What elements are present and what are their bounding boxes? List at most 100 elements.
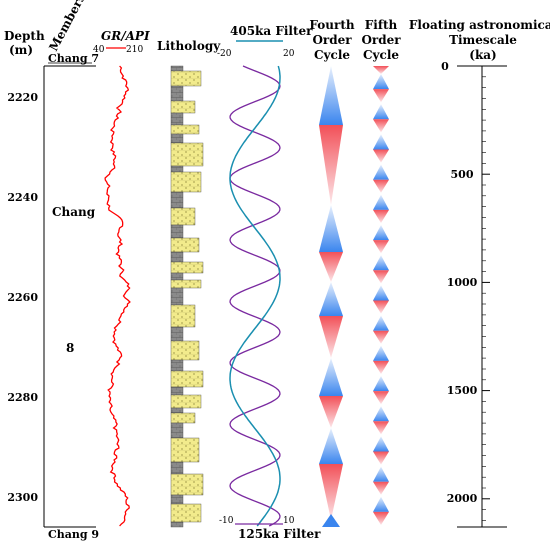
member-chang8-name: Chang [52,205,96,219]
fifth-order-cycle-upper [373,496,389,512]
sandstone-layer [170,304,196,328]
fifth-order-cycle-lower [373,511,389,525]
depth-header: Depth [4,29,45,43]
gr-max-label: 210 [126,45,143,55]
filter405-max-label: 20 [283,49,295,59]
sandstone-layer [170,503,202,523]
timescale-label-500: 500 [451,168,474,181]
lithology-column [170,65,204,528]
fifth-order-cycle-lower [373,481,389,495]
fifth-order-cycle-upper [373,315,389,331]
fifth-order-cycle-lower [373,330,389,344]
mudstone-layer [170,494,184,505]
mudstone-layer [170,165,184,173]
timescale-ticks [482,65,490,521]
sandstone-layer [170,412,196,424]
fourth-order-cycle-upper [319,205,343,252]
filter125-curve [229,65,281,527]
mudstone-layer [170,191,184,209]
depth-tick-2300: 2300 [7,491,38,504]
fifth-order-cycle-upper [373,376,389,392]
sandstone-layer [170,237,200,253]
mudstone-layer [170,386,184,396]
fifth-order-cycle-upper [373,345,389,361]
filter405-curve [229,65,281,527]
member-chang9: Chang 9 [48,528,99,541]
sandstone-layer [170,207,196,226]
member-chang7: Chang 7 [48,52,99,65]
timescale-label-0: 0 [441,60,449,73]
member-chang8-number: 8 [66,341,74,355]
mudstone-layer [170,407,184,414]
sandstone-layer [170,261,204,274]
fourth-order-cycle-partial [322,514,340,527]
fourth-order-cycle-lower [319,125,343,205]
mudstone-layer [170,112,184,126]
filter125-max-label: 10 [283,516,295,526]
timescale-label-2000: 2000 [447,492,478,505]
gr-curve-group [104,65,131,527]
sandstone-layer [170,340,200,361]
mudstone-layer [170,287,184,306]
sandstone-layer [170,370,204,388]
sandstone-layer [170,171,202,193]
fifth-order-cycle-upper [373,74,389,90]
depth-tick-2260: 2260 [7,291,38,304]
fourth-order-cycle-lower [319,464,343,520]
fifth-order-cycle-lower [373,270,389,284]
fifth-order-cycle-upper [373,134,389,150]
fifth-order-cycle-upper [373,164,389,180]
fourth-order-cycle-lower [319,316,343,358]
mudstone-layer [170,326,184,342]
mudstone-layer [170,224,184,239]
fifth-order-cycle-upper [373,255,389,271]
fifth-order-cycle-upper [373,104,389,120]
fourth-order-cycle-upper [319,428,343,464]
fifth-order-cycle-lower [373,451,389,465]
mudstone-layer [170,85,184,102]
sandstone-layer [170,100,196,114]
fifth-order-cycle-upper [373,406,389,422]
fifth-order-header-2: Order [361,33,401,47]
filter125-min-label: -10 [219,516,234,526]
depth-unit: (m) [9,43,33,57]
mudstone-layer [170,359,184,372]
mudstone-layer [170,521,184,528]
fourth-order-cycle-lower [319,396,343,428]
fifth-order-cycle-upper [373,194,389,210]
fifth-order-cycle-upper [373,436,389,452]
members-header: Members [46,0,88,53]
lithology-header: Lithology [157,39,221,53]
fifth-order-cycle-lower [373,421,389,435]
fifth-order-cycle-lower [373,360,389,374]
fourth-order-header-1: Fourth [309,18,354,32]
sandstone-layer [170,70,202,87]
fourth-order-header-2: Order [312,33,352,47]
fifth-order-cycle-lower [373,89,389,103]
mudstone-layer [170,422,184,439]
filter405-header: 405ka Filter [230,24,313,38]
fifth-order-header-3: Cycle [363,48,399,62]
mudstone-layer [170,461,184,475]
mudstone-layer [170,133,184,144]
timescale-header-3: (ka) [469,48,496,62]
filter-curves [229,65,281,527]
depth-tick-2280: 2280 [7,391,38,404]
gr-curve [104,65,131,527]
sandstone-layer [170,279,202,289]
fourth-order-cycle-lower [319,252,343,282]
fifth-order-cycle-upper [373,225,389,241]
filter405-min-label: -20 [217,49,232,59]
fourth-order-cycle-upper [319,358,343,396]
timescale-label-1000: 1000 [447,276,478,289]
fifth-order-cycle-lower [373,119,389,133]
fourth-order-cycle-upper [319,66,343,125]
fourth-order-cycle-upper [319,282,343,316]
filter125-header: 125ka Filter [238,527,321,541]
fifth-order-cycle-lower [373,149,389,163]
timescale-label-1500: 1500 [447,384,478,397]
mudstone-layer [170,65,184,72]
sandstone-layer [170,437,200,463]
timescale-header-1: Floating astronomical [409,18,550,32]
